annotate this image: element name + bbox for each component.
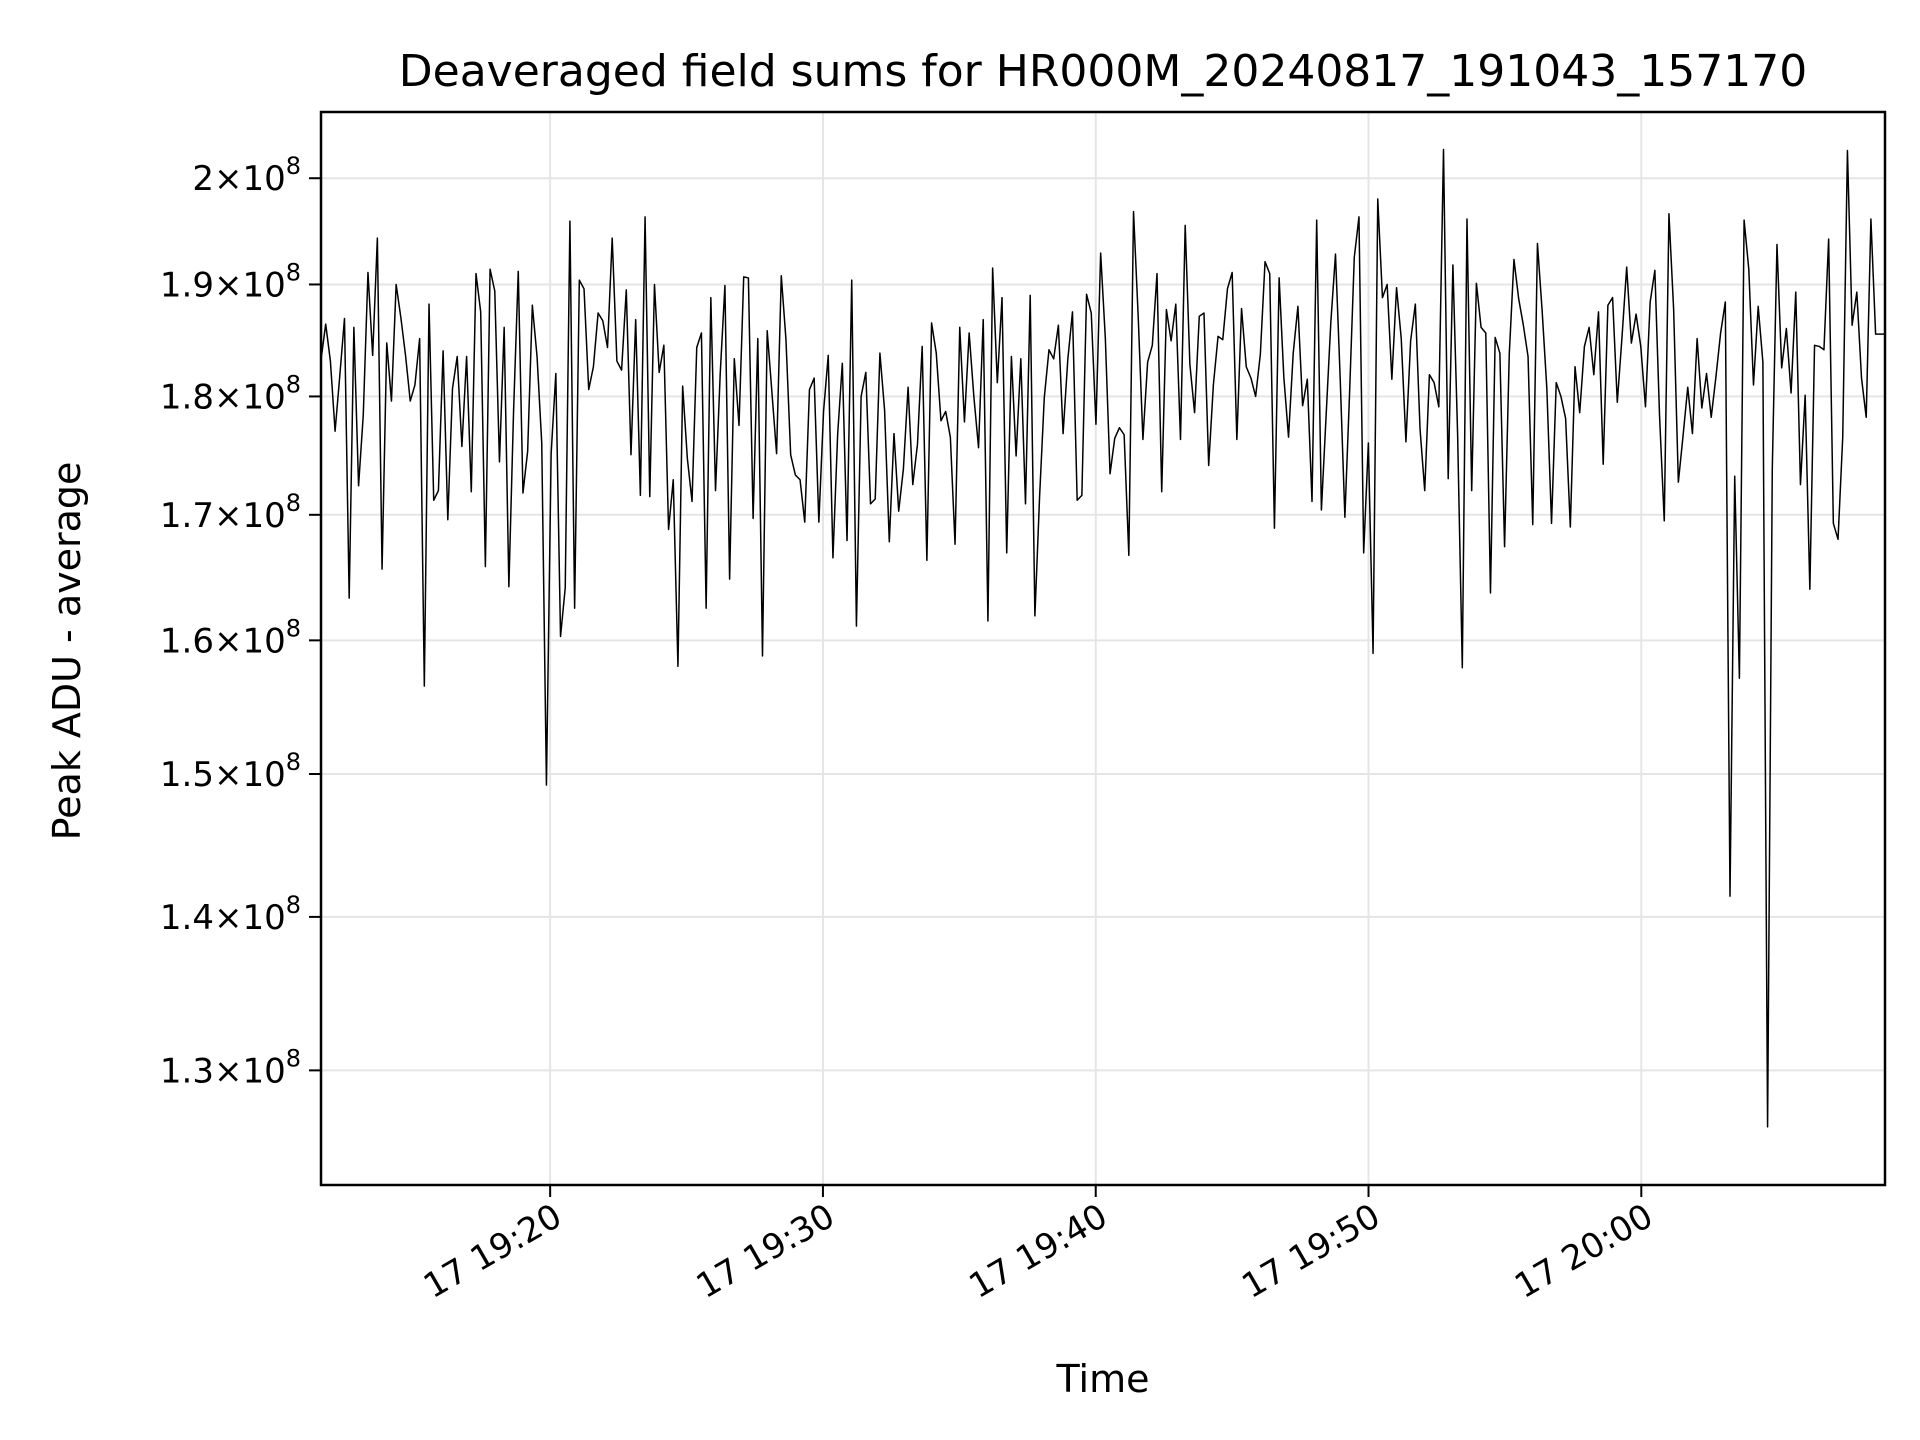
grid bbox=[321, 112, 1885, 1185]
y-tick-label: 2×108 bbox=[192, 152, 301, 199]
x-axis-label: Time bbox=[1056, 1357, 1150, 1401]
y-tick-label: 1.4×108 bbox=[160, 891, 301, 938]
y-tick-label: 1.7×108 bbox=[160, 489, 301, 536]
y-axis-label: Peak ADU - average bbox=[45, 462, 89, 841]
y-tick-label: 1.6×108 bbox=[160, 614, 301, 661]
y-tick-label: 1.8×108 bbox=[160, 370, 301, 417]
y-tick-label: 1.3×108 bbox=[160, 1044, 301, 1091]
y-tick-label: 1.9×108 bbox=[160, 258, 301, 305]
y-tick-label: 1.5×108 bbox=[160, 748, 301, 795]
chart-title: Deaveraged field sums for HR000M_2024081… bbox=[399, 46, 1807, 97]
plot-frame bbox=[319, 110, 1887, 1187]
series-line bbox=[320, 148, 1885, 1128]
